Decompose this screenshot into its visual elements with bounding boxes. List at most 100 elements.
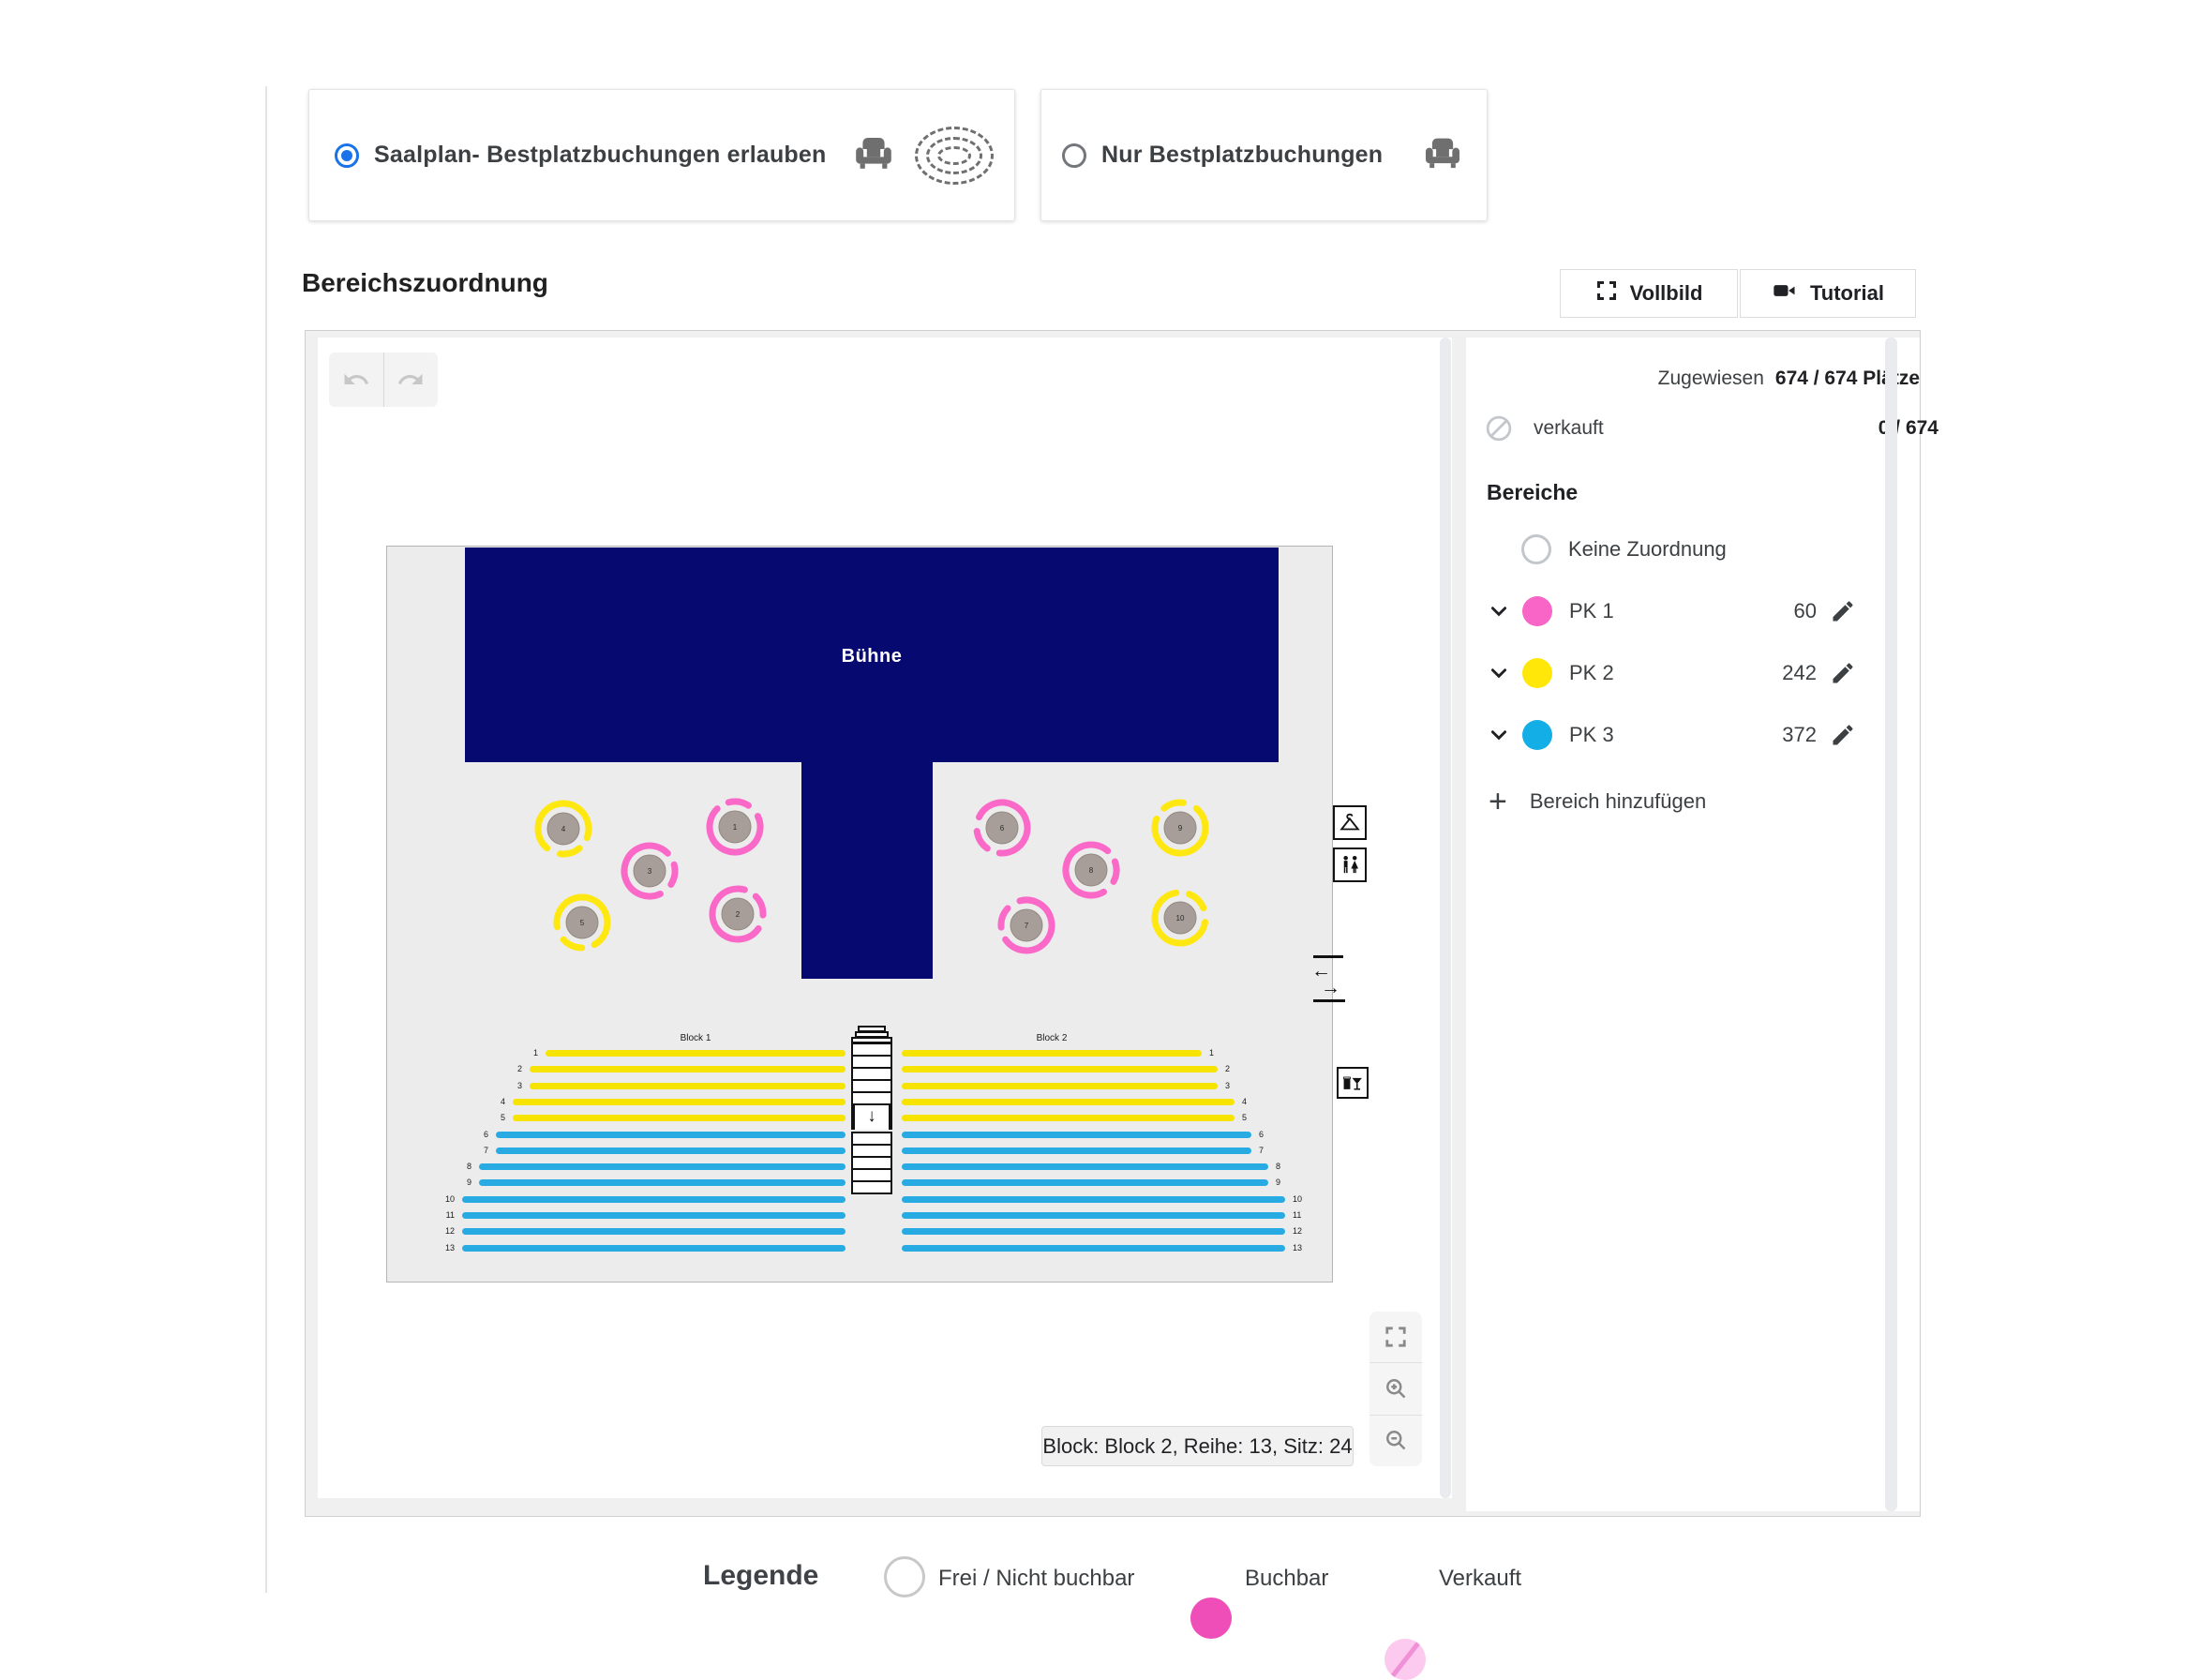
booking-mode-card-saalplan[interactable]: Saalplan- Bestplatzbuchungen erlauben: [308, 89, 1015, 221]
table-3[interactable]: 3: [617, 838, 682, 904]
row-number-label: 4: [500, 1097, 505, 1106]
seat-row-block1-13[interactable]: [462, 1245, 846, 1252]
seat-row-block2-4[interactable]: [902, 1099, 1235, 1105]
area-name: PK 2: [1569, 661, 1614, 684]
area-none-row[interactable]: Keine Zuordnung: [1466, 534, 1975, 564]
svg-text:7: 7: [1025, 922, 1029, 930]
entrance-arrows-icon: ← →: [1310, 955, 1349, 1004]
wc-icon: [1333, 848, 1367, 882]
seat-row-block2-5[interactable]: [902, 1115, 1235, 1121]
tutorial-button[interactable]: Tutorial: [1740, 269, 1916, 318]
stage-label: Bühne: [841, 646, 903, 667]
row-number-label: 3: [1225, 1081, 1231, 1090]
table-2[interactable]: 2: [705, 881, 771, 947]
area-row-pk-3[interactable]: PK 3 372: [1466, 720, 1920, 750]
bar-drinks-icon: [1337, 1067, 1369, 1099]
radio-selected-icon[interactable]: [335, 142, 359, 168]
seat-row-block1-4[interactable]: [513, 1099, 846, 1105]
row-number-label: 8: [466, 1162, 471, 1171]
seat-row-block2-10[interactable]: [902, 1196, 1285, 1203]
seat-row-block1-11[interactable]: [462, 1212, 846, 1219]
seat-row-block1-1[interactable]: [546, 1050, 846, 1057]
no-assignment-label: Keine Zuordnung: [1568, 537, 1727, 561]
seat-row-block2-11[interactable]: [902, 1212, 1285, 1219]
table-7[interactable]: 7: [994, 892, 1059, 958]
armchair-icon: [1421, 131, 1464, 179]
assigned-label: Zugewiesen: [1657, 368, 1764, 389]
seat-row-block2-3[interactable]: [902, 1083, 1218, 1089]
seat-hover-tooltip: Block: Block 2, Reihe: 13, Sitz: 24: [1041, 1426, 1354, 1466]
booking-mode-card-bestplatz[interactable]: Nur Bestplatzbuchungen: [1040, 89, 1488, 221]
fullscreen-button[interactable]: Vollbild: [1560, 269, 1738, 318]
canvas-fullscreen-button[interactable]: [1369, 1312, 1422, 1362]
table-6[interactable]: 6: [969, 795, 1035, 861]
zoom-in-button[interactable]: [1369, 1362, 1422, 1414]
seat-row-block2-6[interactable]: [902, 1132, 1251, 1138]
table-9[interactable]: 9: [1147, 795, 1213, 861]
undo-redo-group: [329, 352, 438, 407]
chevron-down-icon[interactable]: [1489, 725, 1509, 745]
row-number-label: 10: [444, 1194, 455, 1204]
table-10[interactable]: 10: [1147, 885, 1213, 951]
legend-swatch-slashed: [1384, 1639, 1426, 1680]
seat-row-block1-6[interactable]: [496, 1132, 846, 1138]
edit-pencil-icon[interactable]: [1830, 598, 1856, 624]
seat-row-block2-9[interactable]: [902, 1179, 1268, 1186]
svg-text:6: 6: [1000, 824, 1005, 832]
edit-pencil-icon[interactable]: [1830, 660, 1856, 686]
sidebar-scrollbar[interactable]: [1885, 338, 1897, 1511]
row-number-label: 7: [483, 1146, 488, 1155]
seat-row-block1-8[interactable]: [479, 1163, 846, 1170]
chevron-down-icon[interactable]: [1489, 663, 1509, 683]
area-name: PK 1: [1569, 599, 1614, 622]
add-area-button[interactable]: + Bereich hinzufügen: [1466, 786, 1942, 818]
seat-row-block2-7[interactable]: [902, 1148, 1251, 1154]
table-1[interactable]: 1: [702, 794, 768, 860]
seat-row-block2-13[interactable]: [902, 1245, 1285, 1252]
seatmap-oval-icon: [915, 126, 994, 185]
assigned-summary: Zugewiesen 674 / 674 Plätze: [1466, 368, 1980, 390]
row-number-label: 13: [444, 1243, 455, 1252]
row-number-label: 10: [1293, 1194, 1303, 1204]
seat-row-block2-8[interactable]: [902, 1163, 1268, 1170]
arrow-left-icon: ←: [1311, 960, 1331, 982]
seat-row-block2-2[interactable]: [902, 1066, 1218, 1072]
seat-row-block1-5[interactable]: [513, 1115, 846, 1121]
area-count: 60: [1793, 599, 1817, 622]
seat-row-block1-3[interactable]: [530, 1083, 846, 1089]
undo-button[interactable]: [329, 352, 383, 407]
stage-shape: [465, 548, 1279, 762]
canvas-scrollbar[interactable]: [1440, 338, 1451, 1498]
area-row-pk-1[interactable]: PK 1 60: [1466, 596, 1920, 626]
seat-row-block2-12[interactable]: [902, 1228, 1285, 1235]
radio-unselected-icon[interactable]: [1062, 142, 1086, 168]
seat-row-block1-9[interactable]: [479, 1179, 846, 1186]
legend-swatch-solid: [1190, 1598, 1232, 1639]
row-number-label: 12: [444, 1226, 455, 1236]
seat-row-block1-2[interactable]: [530, 1066, 846, 1072]
row-number-label: 11: [445, 1210, 455, 1220]
edit-pencil-icon[interactable]: [1830, 722, 1856, 748]
area-row-pk-2[interactable]: PK 2 242: [1466, 658, 1920, 688]
row-number-label: 7: [1259, 1146, 1265, 1155]
radio-unselected-icon[interactable]: [1521, 534, 1551, 564]
seat-row-block1-10[interactable]: [462, 1196, 846, 1203]
row-number-label: 3: [516, 1081, 522, 1090]
table-8[interactable]: 8: [1058, 837, 1124, 903]
svg-text:4: 4: [561, 825, 566, 833]
stage-runway: [801, 761, 933, 979]
row-number-label: 1: [1209, 1048, 1215, 1058]
table-5[interactable]: 5: [549, 890, 615, 955]
seat-row-block1-7[interactable]: [496, 1148, 846, 1154]
zoom-out-button[interactable]: [1369, 1414, 1422, 1466]
svg-text:10: 10: [1176, 914, 1185, 922]
table-4[interactable]: 4: [531, 796, 596, 862]
seat-row-block1-12[interactable]: [462, 1228, 846, 1235]
seat-row-block2-1[interactable]: [902, 1050, 1202, 1057]
row-number-label: 11: [1293, 1210, 1302, 1220]
chevron-down-icon[interactable]: [1489, 601, 1509, 622]
redo-button[interactable]: [382, 352, 439, 407]
row-number-label: 6: [483, 1130, 488, 1139]
